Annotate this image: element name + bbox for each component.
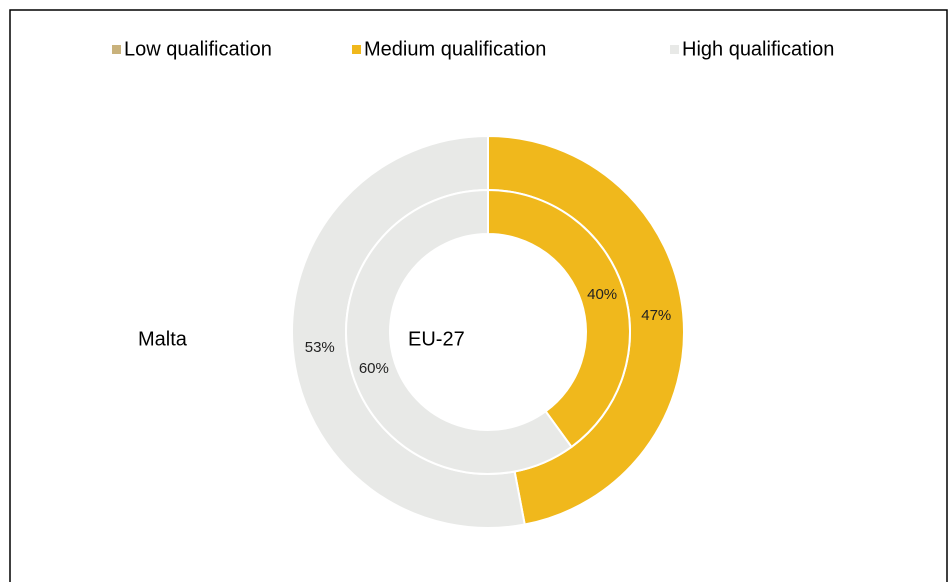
legend-label: Medium qualification — [364, 38, 546, 60]
legend-label: High qualification — [682, 38, 834, 60]
ring-label: EU-27 — [408, 328, 465, 350]
legend-swatch — [352, 45, 361, 54]
donut-segment — [487, 188, 631, 449]
donut-segment — [345, 188, 573, 475]
data-label: 53% — [305, 339, 335, 356]
legend-label: Low qualification — [124, 38, 272, 60]
legend-swatch — [112, 45, 121, 54]
data-label: 40% — [587, 286, 617, 303]
legend-swatch — [670, 45, 679, 54]
data-label: 60% — [359, 360, 389, 377]
ring-label: Malta — [138, 328, 188, 350]
data-label: 47% — [641, 307, 671, 324]
